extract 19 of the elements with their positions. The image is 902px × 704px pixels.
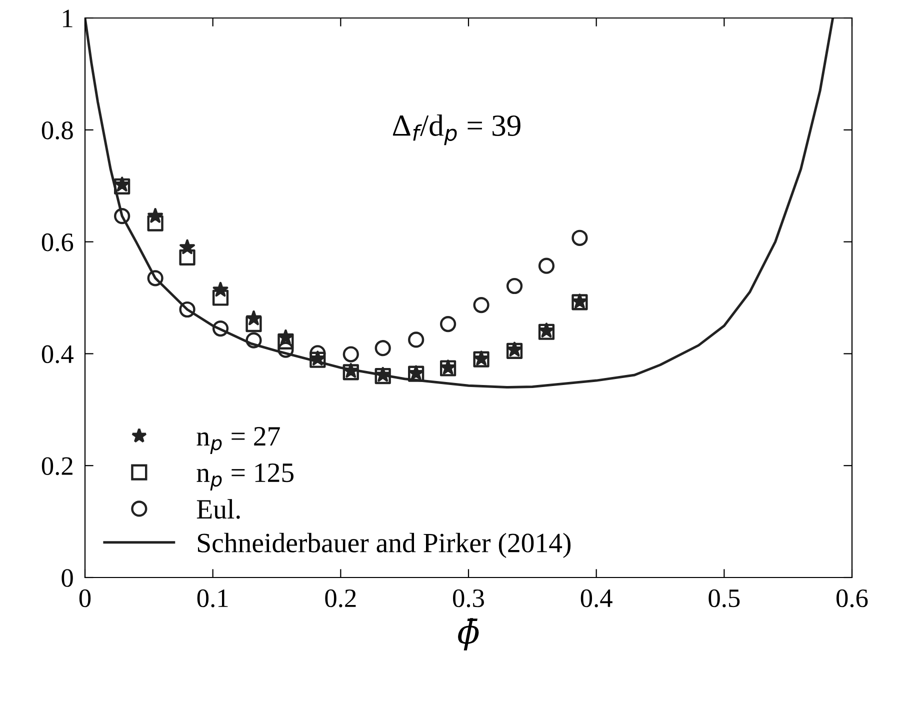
x-tick-label: 0.1 xyxy=(197,589,228,608)
legend-label: n$_{p}$ = 125 xyxy=(196,463,294,490)
legend-label: n$_{p}$ = 27 xyxy=(196,427,280,454)
x-tick-label: 0.4 xyxy=(580,589,612,608)
x-tick-label: 0.3 xyxy=(453,589,484,608)
legend-label: Schneiderbauer and Pirker (2014) xyxy=(198,532,571,558)
x-tick-label: 0 xyxy=(79,589,91,608)
x-axis-title: ϕ̄ xyxy=(458,618,479,650)
x-tick-label: 0.2 xyxy=(325,589,356,608)
y-tick-label: 0.6 xyxy=(42,233,74,252)
x-tick-label: 0.5 xyxy=(708,589,740,608)
annotation: Δ$_{f}$/d$_{p}$ = 39 xyxy=(392,114,520,146)
y-tick-label: 1 xyxy=(63,10,72,28)
x-tick-label: 0.6 xyxy=(836,589,868,608)
legend-label: Eul. xyxy=(196,499,240,519)
y-tick-label: 0.8 xyxy=(42,122,73,140)
y-tick-label: 0.4 xyxy=(42,345,74,364)
y-tick-label: 0.2 xyxy=(42,457,72,476)
y-tick-label: 0 xyxy=(62,569,73,587)
